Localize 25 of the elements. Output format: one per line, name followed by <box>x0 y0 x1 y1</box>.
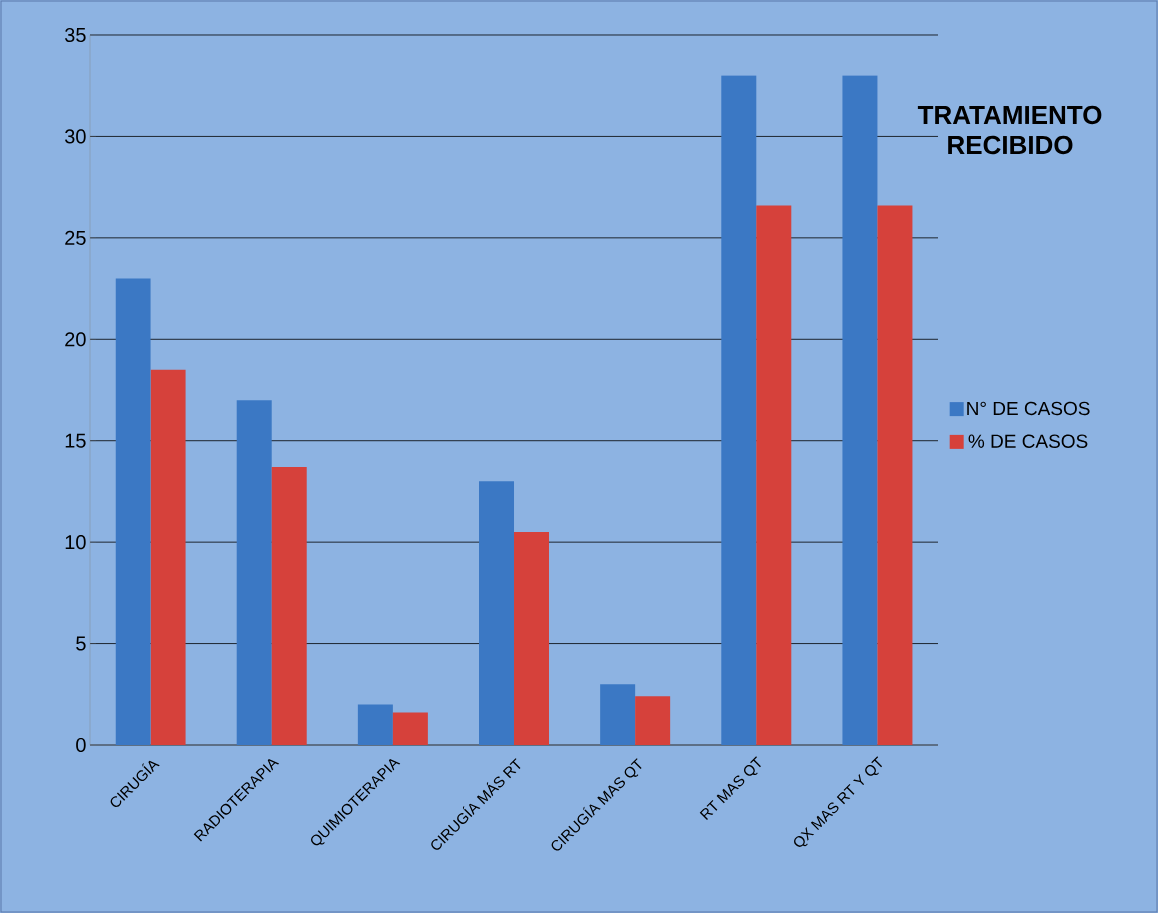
legend-label: % DE CASOS <box>968 434 1088 448</box>
bar <box>756 205 792 745</box>
y-tick-label: 35 <box>64 27 86 43</box>
bar <box>635 696 671 745</box>
bar <box>115 278 151 745</box>
bar <box>479 481 515 745</box>
y-tick-label: 30 <box>64 129 86 144</box>
y-tick-label: 10 <box>65 535 86 550</box>
y-tick-label: 20 <box>65 332 86 347</box>
y-tick-label: 5 <box>76 636 86 651</box>
bar <box>600 684 636 745</box>
legend-label: N° DE CASOS <box>967 401 1090 416</box>
bar <box>236 400 272 745</box>
bar <box>877 205 913 745</box>
bar <box>271 467 307 745</box>
bar <box>392 712 428 745</box>
text: TRATAMIENTO RECIBIDO <box>917 105 1102 155</box>
bar <box>150 369 186 745</box>
y-tick-label: 0 <box>76 737 86 753</box>
y-tick-label: 15 <box>65 433 86 448</box>
bar <box>842 75 878 745</box>
bar <box>357 704 393 745</box>
bar <box>721 75 757 745</box>
y-tick-label: 25 <box>65 230 86 245</box>
bar <box>514 532 550 745</box>
